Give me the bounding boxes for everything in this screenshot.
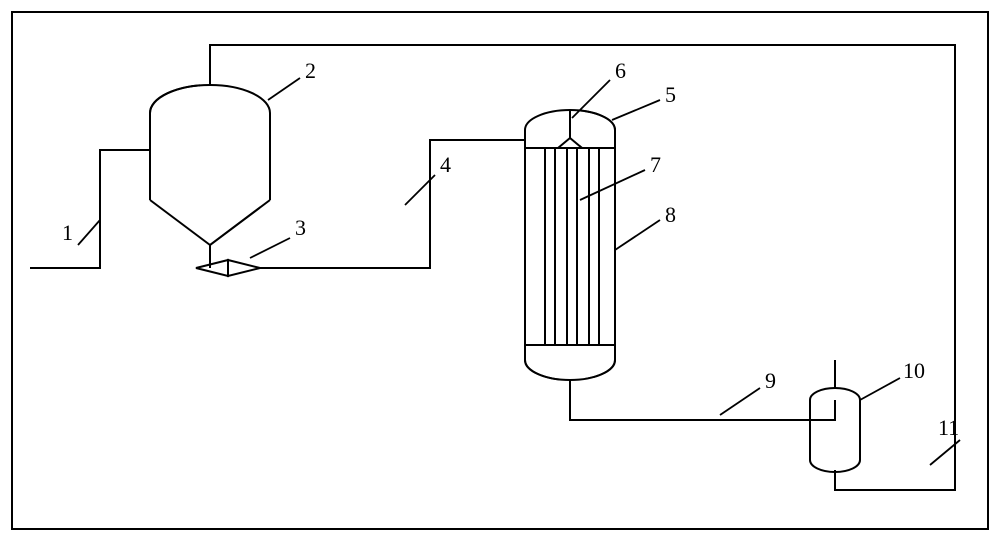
tank-vessel xyxy=(150,85,270,268)
label-1: 1 xyxy=(62,220,73,245)
leader-10 xyxy=(860,378,900,400)
label-3: 3 xyxy=(295,215,306,240)
label-2: 2 xyxy=(305,58,316,83)
pipe-feed xyxy=(30,150,150,268)
label-6: 6 xyxy=(615,58,626,83)
label-10: 10 xyxy=(903,358,925,383)
label-11: 11 xyxy=(938,415,959,440)
valve-icon xyxy=(196,260,260,276)
label-4: 4 xyxy=(440,152,451,177)
label-8: 8 xyxy=(665,202,676,227)
label-5: 5 xyxy=(665,82,676,107)
label-9: 9 xyxy=(765,368,776,393)
leader-5 xyxy=(612,100,660,120)
leader-8 xyxy=(615,220,660,250)
label-7: 7 xyxy=(650,152,661,177)
leader-1 xyxy=(78,220,100,245)
diagram-canvas: 1 2 3 4 5 6 7 8 9 10 11 xyxy=(0,0,1000,541)
